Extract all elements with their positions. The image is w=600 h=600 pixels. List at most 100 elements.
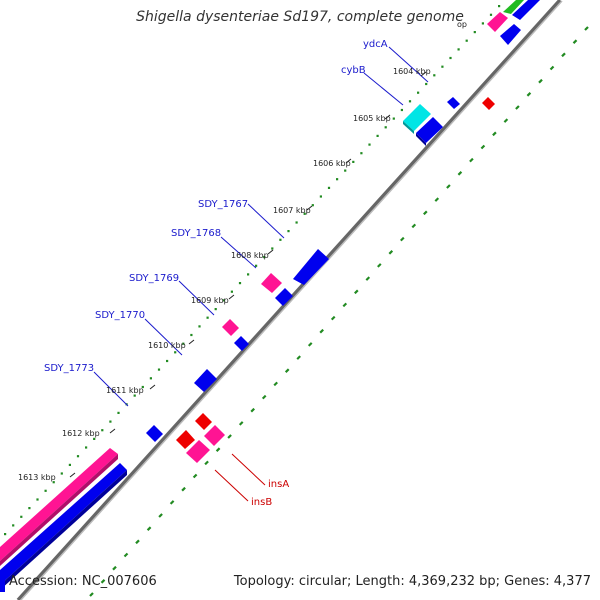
gc-dash	[388, 250, 394, 255]
gene-ydcA	[447, 97, 460, 109]
gc-dash	[492, 131, 497, 137]
gc-content-dots-outer	[4, 5, 501, 536]
gene-label-SDY-1768[interactable]: SDY_1768	[171, 228, 221, 239]
gene-label-SDY-1773[interactable]: SDY_1773	[44, 363, 94, 374]
tick-label: 1606 kbp	[313, 159, 351, 168]
gc-dot	[141, 385, 144, 389]
gene-insB	[186, 440, 210, 463]
gc-dash	[526, 92, 532, 97]
gc-dot	[36, 498, 39, 501]
gene-label-insA[interactable]: insA	[268, 479, 289, 490]
gc-dot	[408, 100, 412, 103]
gc-dot	[263, 256, 266, 259]
gc-dot	[344, 169, 347, 172]
tick-label: 1612 kbp	[62, 429, 100, 438]
tick-marks	[69, 71, 427, 478]
tick-label: 1604 kbp	[393, 67, 431, 76]
reverse-cds-1611	[146, 425, 163, 442]
gc-dot	[214, 308, 217, 311]
reverse-cds-1605-shade	[416, 133, 426, 146]
gc-dot	[303, 212, 306, 215]
genome-backbone-shadow	[19, 0, 563, 600]
gc-dot	[68, 463, 71, 466]
gc-dot	[182, 342, 185, 345]
forward-cds-top-green	[503, 0, 524, 14]
gene-label-SDY-1770[interactable]: SDY_1770	[95, 310, 145, 321]
gc-dash	[400, 236, 405, 242]
tick-label: 1608 kbp	[231, 251, 269, 260]
gc-dash	[365, 276, 371, 281]
gc-dot	[449, 56, 452, 60]
reverse-cds-long	[0, 463, 127, 585]
gc-dot	[489, 13, 493, 16]
gc-dot	[12, 524, 15, 527]
gc-dash	[330, 315, 336, 321]
gc-dot	[327, 186, 331, 189]
gc-dash	[503, 118, 509, 123]
gc-dot	[441, 65, 444, 68]
tick-label: 1611 kbp	[106, 386, 144, 395]
gc-dash	[273, 381, 278, 387]
gene-label-insB[interactable]: insB	[251, 497, 272, 508]
tick-label-clipped: op	[457, 20, 467, 29]
gene-insA	[204, 425, 225, 446]
gc-dash	[100, 579, 106, 584]
topology-text: Topology: circular; Length: 4,369,232 bp…	[233, 574, 591, 589]
gc-dot	[425, 82, 428, 86]
gc-dash	[549, 65, 555, 71]
gc-dash	[572, 39, 578, 44]
gc-dot	[174, 351, 177, 354]
gc-dot	[101, 429, 104, 432]
forward-cds-long	[0, 448, 118, 561]
gc-dash	[135, 539, 140, 545]
gc-dash	[296, 355, 301, 360]
gc-dash	[261, 394, 267, 400]
gc-dash	[434, 197, 440, 202]
gc-dot	[457, 48, 460, 51]
gene-label-SDY-1769[interactable]: SDY_1769	[129, 273, 179, 284]
gene-label-cybB[interactable]: cybB	[341, 65, 366, 76]
reverse-cds-1607	[293, 249, 329, 285]
gc-dash	[227, 434, 232, 439]
gc-dot	[190, 333, 193, 337]
gc-dot	[20, 515, 23, 518]
gc-dot	[247, 273, 250, 276]
gc-dot	[166, 359, 169, 363]
callout-lines	[93, 46, 429, 407]
gc-dot	[392, 117, 395, 120]
gc-dash	[307, 342, 313, 347]
gc-dash	[469, 157, 474, 163]
gc-dot	[368, 143, 371, 146]
gc-dot	[360, 152, 363, 155]
map-title: Shigella dysenteriae Sd197, complete gen…	[136, 9, 464, 25]
gc-dot	[76, 455, 80, 458]
gc-dot	[465, 39, 468, 42]
gc-dash	[377, 263, 382, 268]
gc-dot	[85, 446, 88, 449]
gc-dot	[279, 238, 282, 241]
gc-dot	[311, 204, 314, 207]
gc-dot	[336, 178, 339, 181]
footer-bar: Accession: NC_007606 Topology: circular;…	[0, 572, 600, 592]
gc-dash	[89, 592, 94, 597]
rna-feature-2	[176, 430, 195, 449]
rna-feature-1	[195, 413, 212, 430]
gene-label-SDY-1767[interactable]: SDY_1767	[198, 199, 248, 210]
tick-label: 1610 kbp	[148, 341, 186, 350]
gc-dash	[238, 421, 244, 426]
gc-dash	[215, 447, 221, 452]
gene-cybB-shade	[403, 121, 414, 134]
gene-label-ydcA[interactable]: ydcA	[363, 39, 388, 50]
reverse-cds-top	[512, 0, 540, 20]
gc-dot	[109, 420, 112, 423]
gc-dot	[238, 282, 242, 285]
gc-dot	[400, 108, 403, 112]
gc-dot	[352, 160, 355, 163]
gc-dash	[169, 500, 175, 505]
tick-label: 1609 kbp	[191, 296, 229, 305]
gc-dot	[287, 230, 290, 233]
gc-dash	[284, 368, 290, 373]
gc-dash	[250, 407, 255, 413]
gc-skew-dashes-inner	[89, 26, 589, 597]
